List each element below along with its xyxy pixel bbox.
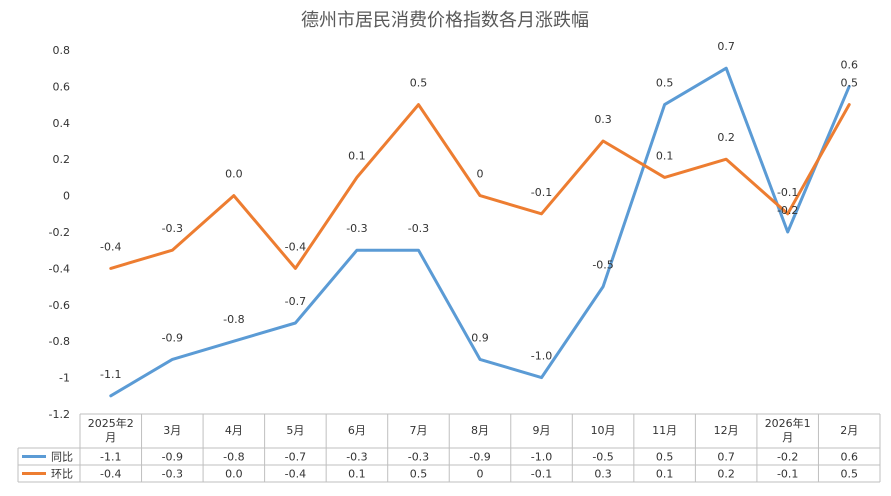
data-label: 0.7: [717, 40, 735, 53]
data-label: 0.9: [471, 331, 489, 344]
y-tick-label: 0: [63, 190, 70, 203]
y-tick-label: -0.4: [49, 262, 70, 275]
table-cell: -0.1: [531, 468, 552, 481]
data-label: -0.3: [408, 222, 429, 235]
data-label: 0: [477, 168, 484, 181]
table-cell: -0.9: [469, 451, 490, 464]
table-cell: 0.2: [717, 468, 735, 481]
table-cell: 0.3: [594, 468, 612, 481]
table-cell: 0.5: [410, 468, 428, 481]
x-category-label: 8月: [471, 424, 489, 437]
data-label: 0.6: [840, 58, 858, 71]
table-cell: 0.5: [840, 468, 858, 481]
x-category-label: 7月: [409, 424, 427, 437]
y-tick-label: -0.6: [49, 299, 70, 312]
x-category-label: 4月: [225, 424, 243, 437]
x-category-label: 12月: [714, 424, 739, 437]
table-cell: 0.7: [717, 451, 735, 464]
series-line: [109, 66, 851, 398]
x-category-label: 5月: [286, 424, 304, 437]
y-tick-label: 0.4: [53, 117, 71, 130]
data-label: 0.5: [656, 77, 674, 90]
data-label: -1.1: [100, 368, 121, 381]
data-label: -0.2: [777, 204, 798, 217]
data-label: -0.1: [531, 186, 552, 199]
x-category-label: 6月: [348, 424, 366, 437]
chart-title: 德州市居民消费价格指数各月涨跌幅: [301, 10, 589, 31]
data-label: -1.0: [531, 350, 552, 363]
table-cell: -0.7: [285, 451, 306, 464]
table-cell: -0.3: [408, 451, 429, 464]
table-cell: 0.0: [225, 468, 243, 481]
data-label: 0.2: [717, 131, 735, 144]
data-label: 0.5: [410, 77, 428, 90]
x-category-label: 11月: [652, 424, 677, 437]
y-tick-label: -0.8: [49, 335, 70, 348]
table-cell: -0.1: [777, 468, 798, 481]
table-cell: 0.5: [656, 451, 674, 464]
plot-area: [109, 66, 851, 398]
table-cell: -1.0: [531, 451, 552, 464]
data-label: -0.3: [162, 222, 183, 235]
data-label: -0.1: [777, 186, 798, 199]
data-label: 0.1: [656, 149, 674, 162]
y-tick-label: 0.2: [53, 153, 71, 166]
data-label: -0.9: [162, 331, 183, 344]
data-label: -0.7: [285, 295, 306, 308]
x-category-label: 2月: [840, 424, 858, 437]
y-tick-label: 0.8: [53, 44, 71, 57]
x-category-label: 3月: [163, 424, 181, 437]
data-label: -0.5: [592, 259, 613, 272]
y-tick-label: 0.6: [53, 80, 71, 93]
table-cell: -0.4: [285, 468, 306, 481]
data-label: -0.4: [100, 240, 121, 253]
table-cell: 0.1: [348, 468, 366, 481]
table-cell: 0.6: [840, 451, 858, 464]
table-cell: -0.4: [100, 468, 121, 481]
x-category-label: 9月: [533, 424, 551, 437]
data-label: -0.4: [285, 240, 306, 253]
data-label: -0.8: [223, 313, 244, 326]
y-tick-label: -0.2: [49, 226, 70, 239]
data-labels: -1.1 -0.9 -0.8 -0.7 -0.3 -0.3 0.9 -1.0 -0.5 0.5 0.…: [100, 40, 858, 381]
data-label: 0.5: [840, 77, 858, 90]
y-axis: 0.8 0.6 0.4 0.2 0 -0.2 -0.4 -0.6 -0.8 -1 -1.2: [49, 44, 70, 421]
legend-label: 环比: [51, 468, 73, 481]
y-tick-label: -1.2: [49, 408, 70, 421]
series-line: [109, 103, 851, 270]
data-label: -0.3: [346, 222, 367, 235]
table-cell: 0: [477, 468, 484, 481]
table-cell: -1.1: [100, 451, 121, 464]
table-cell: -0.9: [162, 451, 183, 464]
table-cell: -0.5: [592, 451, 613, 464]
data-label: 0.0: [225, 168, 243, 181]
table-cell: -0.3: [346, 451, 367, 464]
x-category-label: 10月: [591, 424, 616, 437]
table-cell: -0.2: [777, 451, 798, 464]
data-table: 2025年2 月 3月 4月 5月 6月 7月 8月 9月 10月 11月 12月 2026年1 月 2月同…: [17, 413, 881, 483]
data-label: 0.3: [594, 113, 612, 126]
x-category-label: 2026年1 月: [765, 416, 811, 444]
legend-label: 同比: [51, 451, 73, 464]
table-cell: 0.1: [656, 468, 674, 481]
table-cell: -0.3: [162, 468, 183, 481]
x-category-label: 2025年2 月: [88, 416, 134, 444]
table-cell: -0.8: [223, 451, 244, 464]
data-label: 0.1: [348, 149, 366, 162]
y-tick-label: -1: [59, 372, 70, 385]
